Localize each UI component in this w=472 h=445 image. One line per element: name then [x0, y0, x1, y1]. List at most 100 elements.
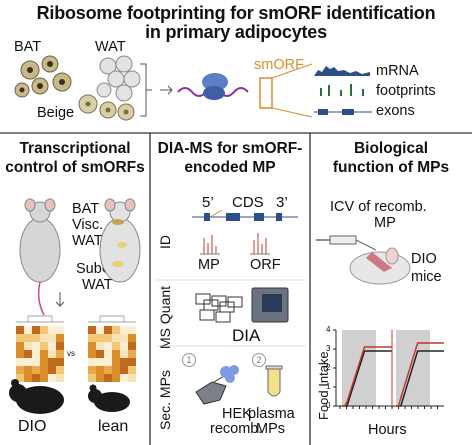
heatmap-cell — [16, 358, 24, 366]
gene-exons — [204, 213, 282, 221]
panel3-header-line1: Biological — [353, 140, 429, 157]
mass-spectrometer-icon — [251, 287, 289, 323]
footprints-label: footprints — [376, 83, 436, 99]
bat-label: BAT — [14, 39, 42, 55]
heatmap-cell — [16, 326, 24, 334]
y-tick-label: 2 — [326, 363, 331, 372]
heatmap-cell — [40, 350, 48, 358]
heatmap-cell — [40, 366, 48, 374]
heatmap-cell — [88, 358, 96, 366]
heatmap-cell — [120, 374, 128, 382]
mp-spectrum-icon — [200, 235, 220, 255]
heatmap-cell — [96, 334, 104, 342]
heatmap-cell — [48, 358, 56, 366]
heatmap-cell — [128, 374, 136, 382]
heatmap-cell — [24, 366, 32, 374]
heatmap-cell — [104, 326, 112, 334]
main-title-line1: Ribosome footprinting for smORF identifi… — [36, 3, 436, 23]
heatmap-cell — [88, 366, 96, 374]
heatmap-cell — [112, 334, 120, 342]
heatmap-cell — [104, 350, 112, 358]
heatmap-cell — [56, 366, 64, 374]
treated-series-day1 — [342, 346, 392, 407]
heatmap-cell — [112, 366, 120, 374]
arrow-down-icon — [55, 292, 65, 307]
heatmap-cell — [40, 326, 48, 334]
dia-label: DIA — [232, 326, 261, 345]
heatmap-cell — [48, 334, 56, 342]
heatmap-cell — [48, 350, 56, 358]
main-title-line2: in primary adipocytes — [145, 22, 327, 42]
heatmap-cell — [56, 358, 64, 366]
step1-badge: 1 — [182, 353, 196, 367]
ribosome-icon — [202, 73, 228, 100]
heatmap-cell — [40, 342, 48, 350]
hek-cell-icon — [195, 375, 227, 405]
arrow-right-icon — [160, 85, 173, 95]
panel1-header-line2: control of smORFs — [5, 159, 145, 176]
heatmap-cell — [16, 334, 24, 342]
mp-label: MP — [198, 257, 220, 273]
footprints-track — [320, 84, 364, 96]
heatmap-cell — [128, 326, 136, 334]
heatmap-cell — [32, 358, 40, 366]
heatmap-cell — [16, 350, 24, 358]
heatmap-cell — [120, 342, 128, 350]
heatmap-cell — [88, 374, 96, 382]
heatmap-cell — [96, 350, 104, 358]
y-tick-label: 4 — [326, 325, 331, 334]
food-intake-chart — [333, 329, 444, 409]
heatmap-cell — [16, 374, 24, 382]
heatmap-cell — [56, 334, 64, 342]
heatmap-cell — [32, 342, 40, 350]
mrna-coverage-track — [314, 66, 370, 76]
treated-series-day2 — [396, 342, 444, 407]
heatmap-cell — [32, 374, 40, 382]
heatmap-cell — [120, 366, 128, 374]
heatmap-cell — [112, 358, 120, 366]
bracket — [140, 63, 152, 117]
y-tick-label: 3 — [326, 344, 331, 353]
heatmap-cell — [128, 334, 136, 342]
dendrogram — [16, 315, 64, 323]
heatmap-cell — [120, 334, 128, 342]
heatmap-cell — [104, 342, 112, 350]
heatmap-cell — [104, 374, 112, 382]
heatmap-cell — [128, 350, 136, 358]
heatmap-cell — [112, 374, 120, 382]
hek-recomb-label: recomb. — [210, 421, 263, 437]
lean-label: lean — [98, 418, 129, 435]
exons-label: exons — [376, 103, 415, 119]
heatmap-cell — [88, 342, 96, 350]
beige-label: Beige — [37, 105, 75, 121]
heatmap-cell — [128, 342, 136, 350]
heatmap-cell — [120, 358, 128, 366]
heatmap-cell — [112, 326, 120, 334]
heatmap-cell — [104, 358, 112, 366]
orf-spectrum-icon — [250, 233, 270, 255]
heatmap-cell — [128, 366, 136, 374]
p1-visc-label: Visc. — [72, 217, 104, 233]
heatmap-cell — [24, 358, 32, 366]
heatmap-cell — [56, 342, 64, 350]
heatmap-cell — [40, 374, 48, 382]
upstream-smorf-marker — [209, 209, 223, 218]
panel3-header-line2: function of MPs — [332, 159, 450, 176]
heatmap-cell — [120, 350, 128, 358]
heatmap-cell — [48, 374, 56, 382]
heatmap-cell — [56, 350, 64, 358]
heatmap-cell — [104, 334, 112, 342]
heatmap-left — [16, 315, 64, 382]
heatmap-cell — [48, 342, 56, 350]
mouse-head-icon — [349, 247, 411, 285]
heatmap-cell — [32, 366, 40, 374]
heatmap-cell — [88, 326, 96, 334]
y-tick-label: 0 — [326, 401, 331, 410]
plasma-mps-label: MPs — [256, 421, 285, 437]
dia-windows-icon — [195, 293, 243, 323]
heatmap-cell — [40, 334, 48, 342]
heatmap-cell — [24, 342, 32, 350]
p1-wat1-label: WAT — [72, 233, 103, 249]
exons-track — [318, 109, 354, 115]
